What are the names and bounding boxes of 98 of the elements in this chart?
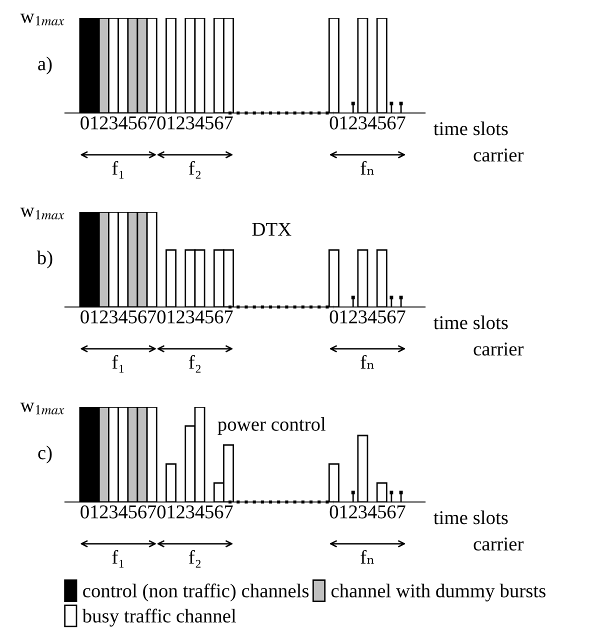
x-tick-label: 7: [224, 116, 233, 130]
x-tick-label: 6: [387, 116, 396, 130]
text: carrier: [474, 148, 524, 162]
x-tick-label: 7: [148, 310, 156, 324]
x-tick-label: 1: [168, 116, 175, 130]
text: f₁: [112, 160, 124, 179]
x-tick-label: 6: [214, 505, 224, 518]
x-tick-label: 4: [368, 505, 377, 518]
x-axis-title: time slots: [434, 122, 508, 136]
x-tick-label: 6: [138, 116, 147, 130]
text: fₙ: [360, 354, 374, 369]
chart-subtitle: DTX: [252, 222, 292, 236]
x-tick-label: 7: [397, 506, 406, 518]
x-tick-label: 3: [358, 505, 367, 518]
x-tick-label: 1: [340, 310, 348, 324]
x-tick-label: 1: [168, 505, 175, 518]
x-tick-label: 3: [186, 310, 194, 324]
text: a): [38, 56, 52, 74]
x-tick-label: 4: [118, 116, 128, 130]
x-axis-title: time slots: [434, 510, 508, 524]
x-tick-label: 0: [330, 310, 338, 324]
text: fₙ: [360, 550, 374, 564]
x-tick-label: 3: [110, 116, 118, 130]
x-tick-label: 0: [80, 116, 89, 130]
x-tick-label: 6: [387, 505, 396, 518]
x-tick-label: 7: [397, 310, 406, 324]
x-tick-label: 5: [378, 310, 386, 324]
x-tick-label: 3: [186, 116, 194, 130]
x-tick-label: 3: [110, 505, 118, 518]
y-axis-title: w$_{1max}$: [20, 402, 64, 414]
x-tick-label: 3: [186, 505, 194, 518]
chart-subtitle: power control: [218, 417, 326, 435]
x-tick-label: 4: [195, 116, 204, 130]
text: b): [36, 250, 52, 268]
x-tick-label: 2: [349, 116, 357, 130]
x-tick-label: 1: [168, 310, 175, 324]
x-tick-label: 5: [378, 506, 386, 518]
text: f₂: [188, 160, 201, 179]
x-tick-label: 2: [100, 116, 108, 130]
x-tick-label: 6: [138, 310, 147, 324]
x-tick-label: 2: [349, 505, 357, 518]
text: carrier: [474, 342, 524, 356]
x-tick-label: 0: [330, 505, 338, 518]
x-tick-label: 0: [80, 310, 89, 324]
x-tick-label: 7: [148, 506, 156, 518]
x-tick-label: 6: [387, 310, 396, 324]
text: f₁: [112, 550, 124, 568]
x-tick-label: 2: [176, 116, 184, 130]
text: c): [38, 446, 52, 464]
x-tick-label: 2: [176, 505, 184, 518]
x-tick-label: 4: [118, 505, 128, 518]
x-tick-label: 7: [224, 310, 233, 324]
x-tick-label: 4: [118, 310, 128, 324]
x-tick-label: 0: [157, 310, 166, 324]
x-tick-label: 6: [214, 310, 224, 324]
x-tick-label: 7: [148, 116, 156, 130]
x-tick-label: 1: [340, 505, 348, 518]
x-tick-label: 1: [340, 116, 348, 130]
x-tick-label: 4: [195, 505, 204, 518]
x-tick-label: 2: [176, 310, 184, 324]
x-tick-label: 2: [100, 505, 108, 518]
x-tick-label: 5: [206, 116, 214, 130]
text: f₁: [112, 354, 124, 373]
x-tick-label: 3: [358, 116, 367, 130]
x-tick-label: 2: [100, 310, 108, 324]
x-tick-label: 5: [378, 116, 386, 130]
x-tick-label: 0: [80, 505, 89, 518]
x-tick-label: 5: [206, 506, 214, 518]
legend-label: busy traffic channel: [82, 608, 236, 627]
x-tick-label: 7: [224, 506, 233, 518]
x-tick-label: 5: [206, 310, 214, 324]
x-tick-label: 6: [138, 505, 147, 518]
x-tick-label: 6: [214, 116, 224, 130]
x-tick-label: 5: [128, 506, 137, 518]
x-tick-label: 7: [397, 116, 406, 130]
x-tick-label: 5: [128, 116, 137, 130]
x-tick-label: 0: [330, 116, 338, 130]
x-tick-label: 4: [195, 310, 204, 324]
text: carrier: [474, 538, 524, 551]
x-tick-label: 0: [157, 505, 166, 518]
x-tick-label: 2: [349, 310, 357, 324]
text: f₂: [188, 550, 201, 568]
x-tick-label: 3: [110, 310, 118, 324]
x-tick-label: 1: [91, 310, 98, 324]
legend-label: control (non traffic) channels: [83, 584, 309, 602]
x-tick-label: 1: [91, 505, 98, 518]
x-tick-label: 4: [368, 310, 377, 324]
legend-label: channel with dummy bursts: [331, 584, 546, 602]
x-tick-label: 1: [91, 116, 98, 130]
x-tick-label: 4: [368, 116, 377, 130]
x-axis-title: time slots: [434, 316, 508, 330]
text: f₂: [188, 354, 201, 373]
text: fₙ: [360, 160, 374, 175]
x-tick-label: 3: [358, 310, 367, 324]
x-tick-label: 0: [157, 116, 166, 130]
y-axis-title: w$_{1max}$: [20, 14, 64, 26]
y-axis-title: w$_{1max}$: [20, 208, 64, 220]
x-tick-label: 5: [128, 310, 137, 324]
